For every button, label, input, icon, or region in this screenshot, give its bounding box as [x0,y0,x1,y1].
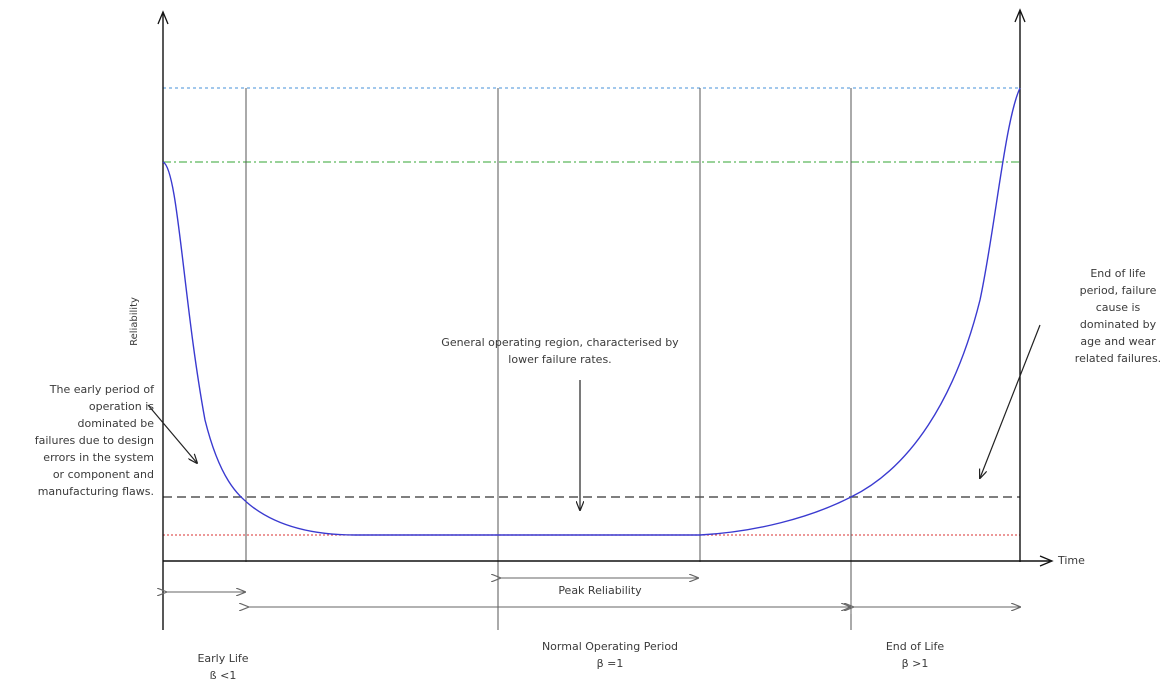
arrow-end-of-life [980,324,1041,478]
label-early-life: Early Life ß <1 [197,652,249,682]
label-peak-reliability: Peak Reliability [558,584,642,597]
y-axis-right-arrow [1014,8,1026,23]
y-axis-left-arrow [157,10,169,25]
annotation-early-period: The early period of operation is dominat… [34,383,154,498]
annotation-general-region: General operating region, characterised … [441,336,679,366]
annotation-end-of-life-period: End of life period, failure cause is dom… [1074,267,1162,365]
reliability-curve [162,87,1021,536]
y-axis-label: Reliability [128,297,140,346]
arrow-early-period [147,404,197,463]
label-normal-operating-period: Normal Operating Period β =1 [541,640,679,670]
x-axis-arrow [1039,555,1054,567]
label-end-of-life: End of Life β >1 [885,640,945,670]
x-axis-label: Time [1058,554,1085,567]
